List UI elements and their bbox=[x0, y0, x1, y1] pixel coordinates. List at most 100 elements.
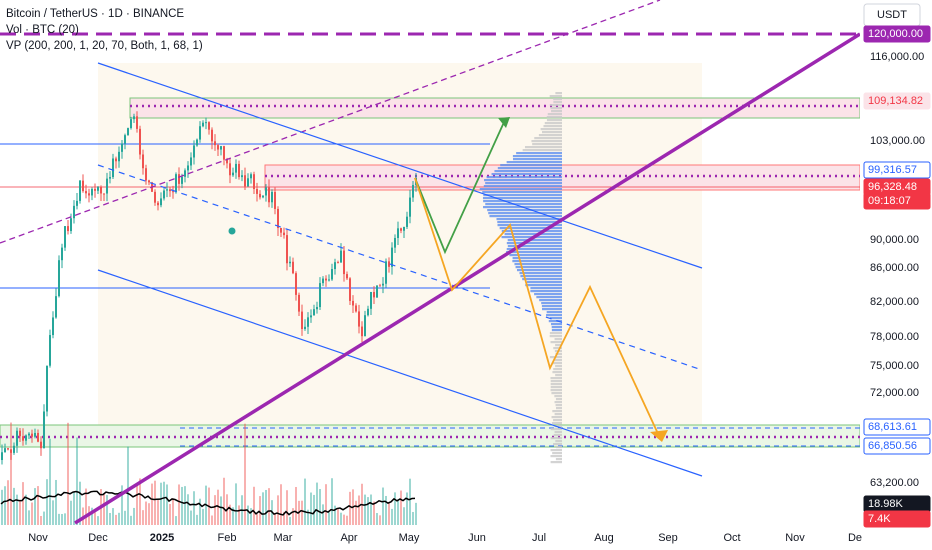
price-tag bbox=[863, 92, 931, 110]
volume-bar bbox=[55, 479, 57, 525]
vp-bar bbox=[486, 176, 562, 179]
candle bbox=[52, 317, 54, 336]
volume-bar bbox=[277, 495, 279, 525]
vp-bar bbox=[534, 293, 562, 296]
vp-bar bbox=[547, 113, 562, 116]
candle bbox=[298, 294, 300, 312]
vp-bar bbox=[555, 344, 562, 347]
price-label: 103,000.00 bbox=[870, 135, 925, 147]
vp-bar bbox=[516, 269, 562, 272]
candle bbox=[301, 311, 303, 330]
price-tag bbox=[863, 418, 931, 436]
time-label: Dec bbox=[88, 532, 108, 544]
volume-bar bbox=[373, 501, 375, 525]
volume-bar bbox=[409, 478, 411, 525]
price-axis bbox=[860, 0, 932, 550]
vp-bar bbox=[485, 182, 562, 185]
candle bbox=[229, 163, 231, 176]
volume-bar bbox=[124, 510, 126, 525]
price-label: 75,000.00 bbox=[870, 360, 919, 372]
candle bbox=[400, 228, 402, 231]
vp-bar bbox=[555, 374, 562, 377]
vp-bar bbox=[552, 371, 562, 374]
volume-bar bbox=[46, 479, 48, 525]
vp-indicator: VP (200, 200, 1, 20, 70, Both, 1, 68, 1) bbox=[6, 40, 203, 52]
vp-bar bbox=[555, 365, 562, 368]
candle bbox=[187, 165, 189, 171]
candle bbox=[1, 452, 3, 460]
vp-bar bbox=[554, 431, 562, 434]
volume-bar bbox=[307, 509, 309, 525]
volume-bar bbox=[43, 511, 45, 525]
vp-bar bbox=[520, 275, 562, 278]
vp-bar bbox=[553, 443, 562, 446]
volume-bar bbox=[412, 511, 414, 525]
vp-bar bbox=[554, 425, 562, 428]
candle bbox=[277, 208, 279, 229]
volume-bar bbox=[223, 477, 225, 525]
vp-bar bbox=[550, 449, 562, 452]
volume-bar bbox=[247, 505, 249, 525]
vp-bar bbox=[539, 299, 562, 302]
vp-bar bbox=[554, 338, 562, 341]
vp-bar bbox=[506, 251, 562, 254]
volume-bar bbox=[217, 489, 219, 525]
time-label: Nov bbox=[28, 532, 48, 544]
vp-bar bbox=[551, 416, 562, 419]
candle bbox=[271, 191, 273, 203]
vp-bar bbox=[555, 458, 562, 461]
candle bbox=[259, 193, 261, 198]
candle bbox=[265, 187, 267, 196]
vp-bar bbox=[555, 398, 562, 401]
candle bbox=[253, 174, 255, 190]
vp-bar bbox=[482, 191, 562, 194]
candle bbox=[154, 191, 156, 203]
vp-bar bbox=[526, 281, 562, 284]
volume-bar bbox=[115, 514, 117, 525]
vp-bar bbox=[522, 278, 562, 281]
volume-bar bbox=[202, 508, 204, 525]
volume-bar bbox=[157, 499, 159, 525]
candle bbox=[349, 278, 351, 301]
volume-bar bbox=[10, 422, 12, 525]
vp-bar bbox=[538, 134, 562, 137]
vp-bar bbox=[555, 92, 562, 95]
volume-bar bbox=[61, 513, 63, 525]
arrow-head bbox=[650, 430, 668, 442]
symbol: Bitcoin / TetherUS · 1D · BINANCE bbox=[6, 8, 184, 20]
candle bbox=[346, 274, 348, 279]
candle bbox=[382, 283, 384, 286]
candle bbox=[172, 191, 174, 193]
price-tag-label: 7.4K bbox=[868, 513, 891, 525]
candle bbox=[127, 128, 129, 136]
vp-bar bbox=[554, 395, 562, 398]
candle bbox=[181, 176, 183, 184]
volume-bar bbox=[397, 499, 399, 525]
vp-bar bbox=[553, 434, 562, 437]
vp-bar bbox=[485, 203, 562, 206]
volume-bar bbox=[364, 494, 366, 525]
volume-bar bbox=[199, 498, 201, 525]
candle bbox=[283, 232, 285, 236]
vp-bar bbox=[497, 167, 562, 170]
vp-bar bbox=[546, 116, 562, 119]
candle bbox=[175, 174, 177, 193]
candle bbox=[163, 190, 165, 199]
volume-bar bbox=[244, 423, 246, 525]
candle bbox=[58, 260, 60, 297]
vp-bar bbox=[550, 341, 562, 344]
volume-bar bbox=[106, 495, 108, 525]
volume-bar bbox=[295, 486, 297, 525]
candle bbox=[25, 435, 27, 441]
time-label: De bbox=[848, 532, 862, 544]
volume-bar bbox=[64, 513, 66, 525]
volume-bar bbox=[160, 482, 162, 525]
candle bbox=[28, 433, 30, 436]
candle bbox=[13, 445, 15, 453]
range-shade bbox=[98, 63, 702, 425]
volume-bar bbox=[262, 492, 264, 525]
vp-bar bbox=[479, 188, 562, 191]
vp-bar bbox=[552, 362, 562, 365]
volume-bar bbox=[256, 514, 258, 525]
currency[interactable]: USDT bbox=[877, 9, 907, 21]
